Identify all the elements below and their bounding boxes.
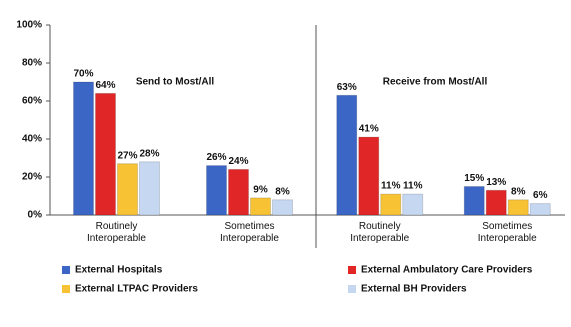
bar: [380, 193, 402, 216]
data-label: 26%: [206, 152, 226, 163]
y-tick-label: 0%: [28, 210, 43, 221]
data-label: 15%: [464, 173, 484, 184]
data-label: 28%: [139, 148, 159, 159]
legend-swatch: [62, 285, 70, 293]
legend-label: External Ambulatory Care Providers: [361, 265, 533, 276]
data-label: 13%: [486, 177, 506, 188]
data-label: 41%: [359, 124, 379, 135]
data-label: 63%: [337, 82, 357, 93]
panel-title: Send to Most/All: [136, 77, 215, 88]
data-label: 64%: [95, 80, 115, 91]
data-label: 9%: [253, 185, 268, 196]
bar: [117, 163, 138, 216]
data-label: 8%: [511, 186, 526, 197]
bar: [402, 193, 424, 216]
y-tick-label: 60%: [22, 96, 42, 107]
bar: [463, 186, 485, 216]
legend-label: External BH Providers: [361, 284, 467, 295]
x-category-label: Routinely Interoperable: [87, 221, 146, 244]
bar: [272, 199, 293, 216]
panel-title: Receive from Most/All: [383, 77, 488, 88]
x-category-label: Routinely Interoperable: [350, 221, 410, 244]
data-label: 11%: [403, 181, 423, 192]
bar: [485, 189, 507, 216]
bar: [228, 168, 249, 216]
bar: [139, 161, 160, 216]
data-label: 27%: [117, 150, 137, 161]
bar: [529, 203, 551, 216]
y-tick-label: 100%: [16, 20, 42, 31]
bar: [507, 199, 529, 216]
data-label: 11%: [381, 181, 401, 192]
bar: [250, 197, 271, 216]
x-category-label: Sometimes Interoperable: [220, 221, 279, 244]
legend-swatch: [348, 285, 356, 293]
y-tick-label: 80%: [22, 58, 42, 69]
data-label: 6%: [533, 190, 548, 201]
legend-swatch: [62, 266, 70, 274]
data-label: 24%: [228, 156, 248, 167]
bar: [206, 165, 227, 216]
bar: [73, 81, 94, 216]
bar: [95, 92, 116, 216]
y-tick-label: 20%: [22, 172, 42, 183]
legend-label: External Hospitals: [75, 265, 163, 276]
data-label: 70%: [73, 69, 93, 80]
legend-label: External LTPAC Providers: [75, 284, 198, 295]
y-tick-label: 40%: [22, 134, 42, 145]
legend-swatch: [348, 266, 356, 274]
data-label: 8%: [275, 186, 290, 197]
bar: [358, 136, 380, 216]
x-category-label: Sometimes Interoperable: [477, 221, 537, 244]
bar: [336, 94, 358, 216]
